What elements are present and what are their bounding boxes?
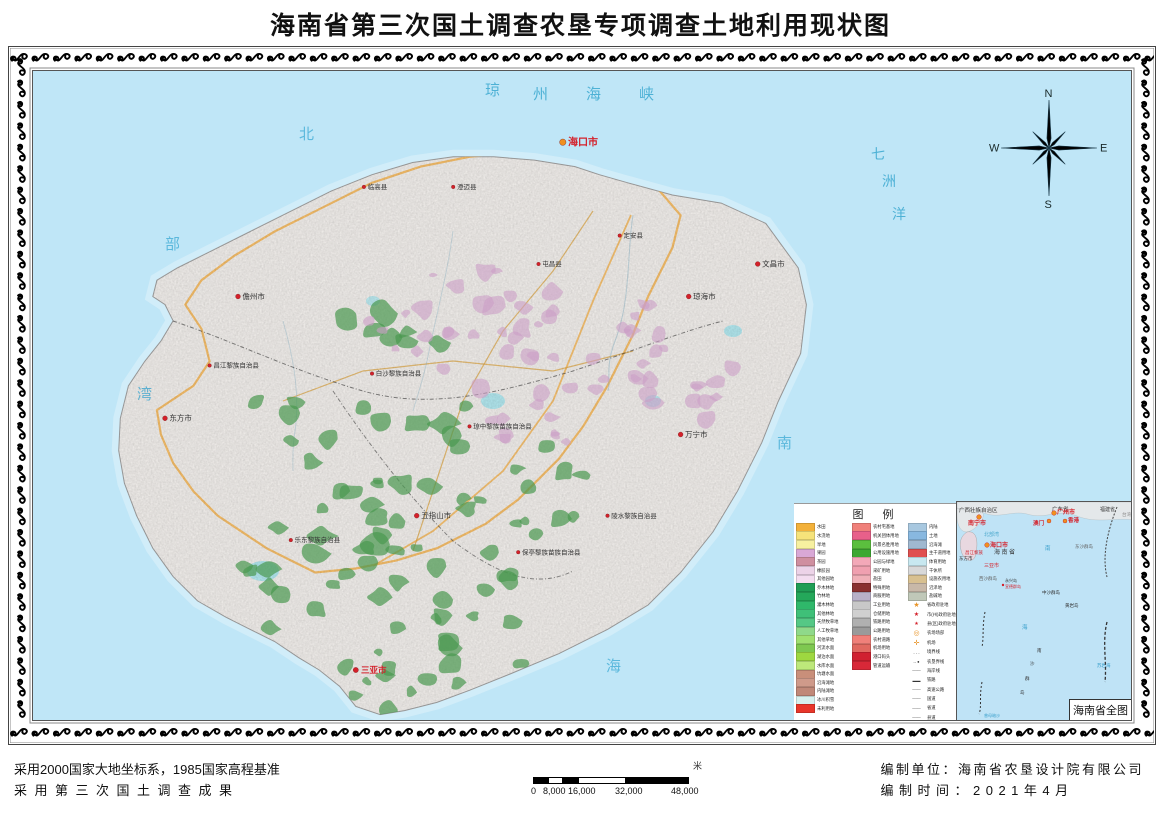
svg-text:澄迈县: 澄迈县 xyxy=(457,182,477,191)
svg-text:北部湾: 北部湾 xyxy=(984,531,999,538)
svg-text:昌江黎族自治县: 昌江黎族自治县 xyxy=(213,361,259,370)
svg-text:岛: 岛 xyxy=(1020,689,1025,696)
svg-text:宣德群岛: 宣德群岛 xyxy=(1005,583,1021,589)
svg-text:白沙黎族自治县: 白沙黎族自治县 xyxy=(376,369,422,378)
svg-text:万宁市: 万宁市 xyxy=(685,429,708,439)
svg-text:琼中黎族苗族自治县: 琼中黎族苗族自治县 xyxy=(473,421,532,430)
svg-text:昌江黎族: 昌江黎族 xyxy=(965,549,983,556)
svg-text:广西壮族自治区: 广西壮族自治区 xyxy=(959,506,998,514)
svg-text:W: W xyxy=(989,143,1000,155)
svg-text:北: 北 xyxy=(299,126,314,143)
svg-text:屯昌县: 屯昌县 xyxy=(542,259,562,268)
svg-text:东方市: 东方市 xyxy=(169,413,192,423)
svg-text:中沙群岛: 中沙群岛 xyxy=(1042,589,1060,596)
svg-text:部: 部 xyxy=(165,236,180,253)
svg-text:陵水黎族自治县: 陵水黎族自治县 xyxy=(611,511,657,520)
svg-text:曾母暗沙: 曾母暗沙 xyxy=(984,712,1000,718)
svg-text:南: 南 xyxy=(1037,647,1042,653)
svg-text:文昌市: 文昌市 xyxy=(762,258,785,268)
svg-text:州: 州 xyxy=(533,86,548,103)
svg-text:S: S xyxy=(1045,199,1052,211)
svg-text:海: 海 xyxy=(606,658,621,675)
svg-text:五指山市: 五指山市 xyxy=(421,510,451,520)
svg-text:福建省: 福建省 xyxy=(1100,506,1115,513)
svg-text:南: 南 xyxy=(1045,544,1051,552)
svg-text:洋: 洋 xyxy=(892,206,906,222)
svg-text:定安县: 定安县 xyxy=(624,231,644,240)
svg-text:乐东黎族自治县: 乐东黎族自治县 xyxy=(295,535,341,544)
svg-text:海: 海 xyxy=(586,86,601,103)
svg-text:澳门: 澳门 xyxy=(1033,519,1045,527)
svg-text:海口市: 海口市 xyxy=(568,135,598,148)
svg-text:海南省: 海南省 xyxy=(994,548,1017,556)
svg-text:东方市: 东方市 xyxy=(959,555,973,562)
svg-text:广州市: 广州市 xyxy=(1057,508,1075,516)
svg-text:三亚市: 三亚市 xyxy=(984,562,999,569)
svg-text:七: 七 xyxy=(871,146,885,162)
svg-text:琼海市: 琼海市 xyxy=(693,291,716,301)
svg-text:琼: 琼 xyxy=(485,82,500,99)
svg-text:儋州市: 儋州市 xyxy=(242,291,265,301)
svg-text:保亭黎族苗族自治县: 保亭黎族苗族自治县 xyxy=(522,547,581,556)
svg-text:E: E xyxy=(1100,143,1107,155)
svg-text:N: N xyxy=(1045,88,1053,100)
svg-text:南宁市: 南宁市 xyxy=(968,519,986,527)
svg-text:海: 海 xyxy=(1022,623,1028,631)
svg-text:洲: 洲 xyxy=(882,173,896,189)
svg-text:临高县: 临高县 xyxy=(368,182,388,191)
svg-text:西沙群岛: 西沙群岛 xyxy=(979,575,997,582)
svg-text:永兴岛: 永兴岛 xyxy=(1005,577,1017,583)
svg-text:黄岩岛: 黄岩岛 xyxy=(1065,602,1079,609)
svg-text:沙: 沙 xyxy=(1030,661,1035,666)
svg-text:群: 群 xyxy=(1025,675,1030,682)
svg-text:三亚市: 三亚市 xyxy=(361,665,387,675)
svg-text:海口市: 海口市 xyxy=(990,541,1008,549)
svg-text:东沙群岛: 东沙群岛 xyxy=(1075,543,1093,550)
svg-text:南: 南 xyxy=(777,435,792,452)
svg-text:台湾省: 台湾省 xyxy=(1122,511,1132,518)
svg-text:香港: 香港 xyxy=(1068,516,1080,524)
svg-text:峡: 峡 xyxy=(639,86,654,103)
svg-text:苏岩海: 苏岩海 xyxy=(1097,662,1111,669)
